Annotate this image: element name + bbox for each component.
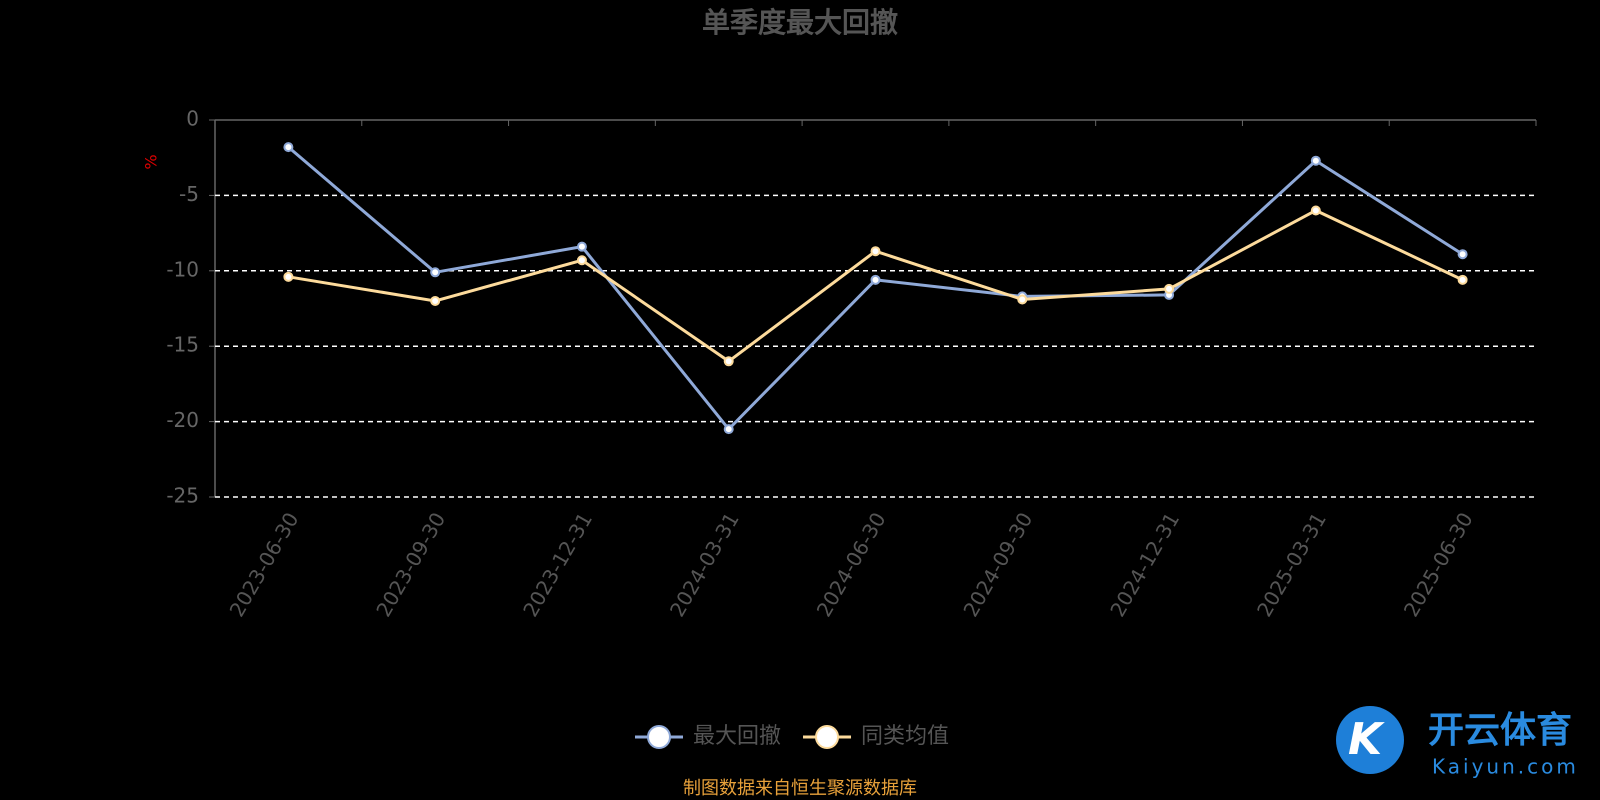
x-tick-label: 2025-06-30 xyxy=(1399,508,1478,621)
point xyxy=(1310,155,1321,166)
watermark-brand: 开云体育 xyxy=(1428,710,1572,751)
x-tick-label: 2023-06-30 xyxy=(225,508,304,621)
x-tick-label: 2024-09-30 xyxy=(958,508,1037,621)
y-tick-label: -5 xyxy=(179,182,199,206)
point xyxy=(430,295,441,306)
legend-label: 最大回撤 xyxy=(693,724,781,749)
point xyxy=(576,255,587,266)
x-tick-label: 2023-12-31 xyxy=(518,508,597,621)
point xyxy=(283,271,294,282)
point xyxy=(1164,283,1175,294)
logo-icon xyxy=(1336,706,1404,774)
point xyxy=(1017,294,1028,305)
y-axis-label: % xyxy=(142,154,161,169)
x-tick-label: 2025-03-31 xyxy=(1252,508,1331,621)
y-tick-label: -20 xyxy=(166,408,199,432)
point xyxy=(870,274,881,285)
x-tick-label: 2023-09-30 xyxy=(371,508,450,621)
point xyxy=(283,142,294,153)
x-tick-label: 2024-12-31 xyxy=(1105,508,1184,621)
series-line xyxy=(288,208,1464,364)
source-note: 制图数据来自恒生聚源数据库 xyxy=(683,778,917,799)
point xyxy=(870,246,881,257)
watermark-site: Kaiyun.com xyxy=(1432,755,1579,779)
y-tick-label: 0 xyxy=(186,107,199,131)
y-tick-label: -25 xyxy=(166,484,199,508)
y-tick-label: -10 xyxy=(166,257,199,281)
x-tick-label: 2024-03-31 xyxy=(665,508,744,621)
point xyxy=(1310,205,1321,216)
legend-marker xyxy=(647,725,671,749)
series-line xyxy=(287,146,1464,432)
point xyxy=(723,424,734,435)
point xyxy=(1457,249,1468,260)
chart-title: 单季度最大回撤 xyxy=(702,6,898,39)
y-tick-label: -15 xyxy=(166,333,199,357)
point xyxy=(430,267,441,278)
point xyxy=(576,241,587,252)
x-tick-label: 2024-06-30 xyxy=(812,508,891,621)
legend-label: 同类均值 xyxy=(861,724,949,749)
watermark: K 开云体育 Kaiyun.com xyxy=(1336,706,1579,779)
point xyxy=(723,356,734,367)
logo-k: K xyxy=(1348,714,1385,765)
legend-marker xyxy=(815,725,840,749)
point xyxy=(1457,274,1468,285)
